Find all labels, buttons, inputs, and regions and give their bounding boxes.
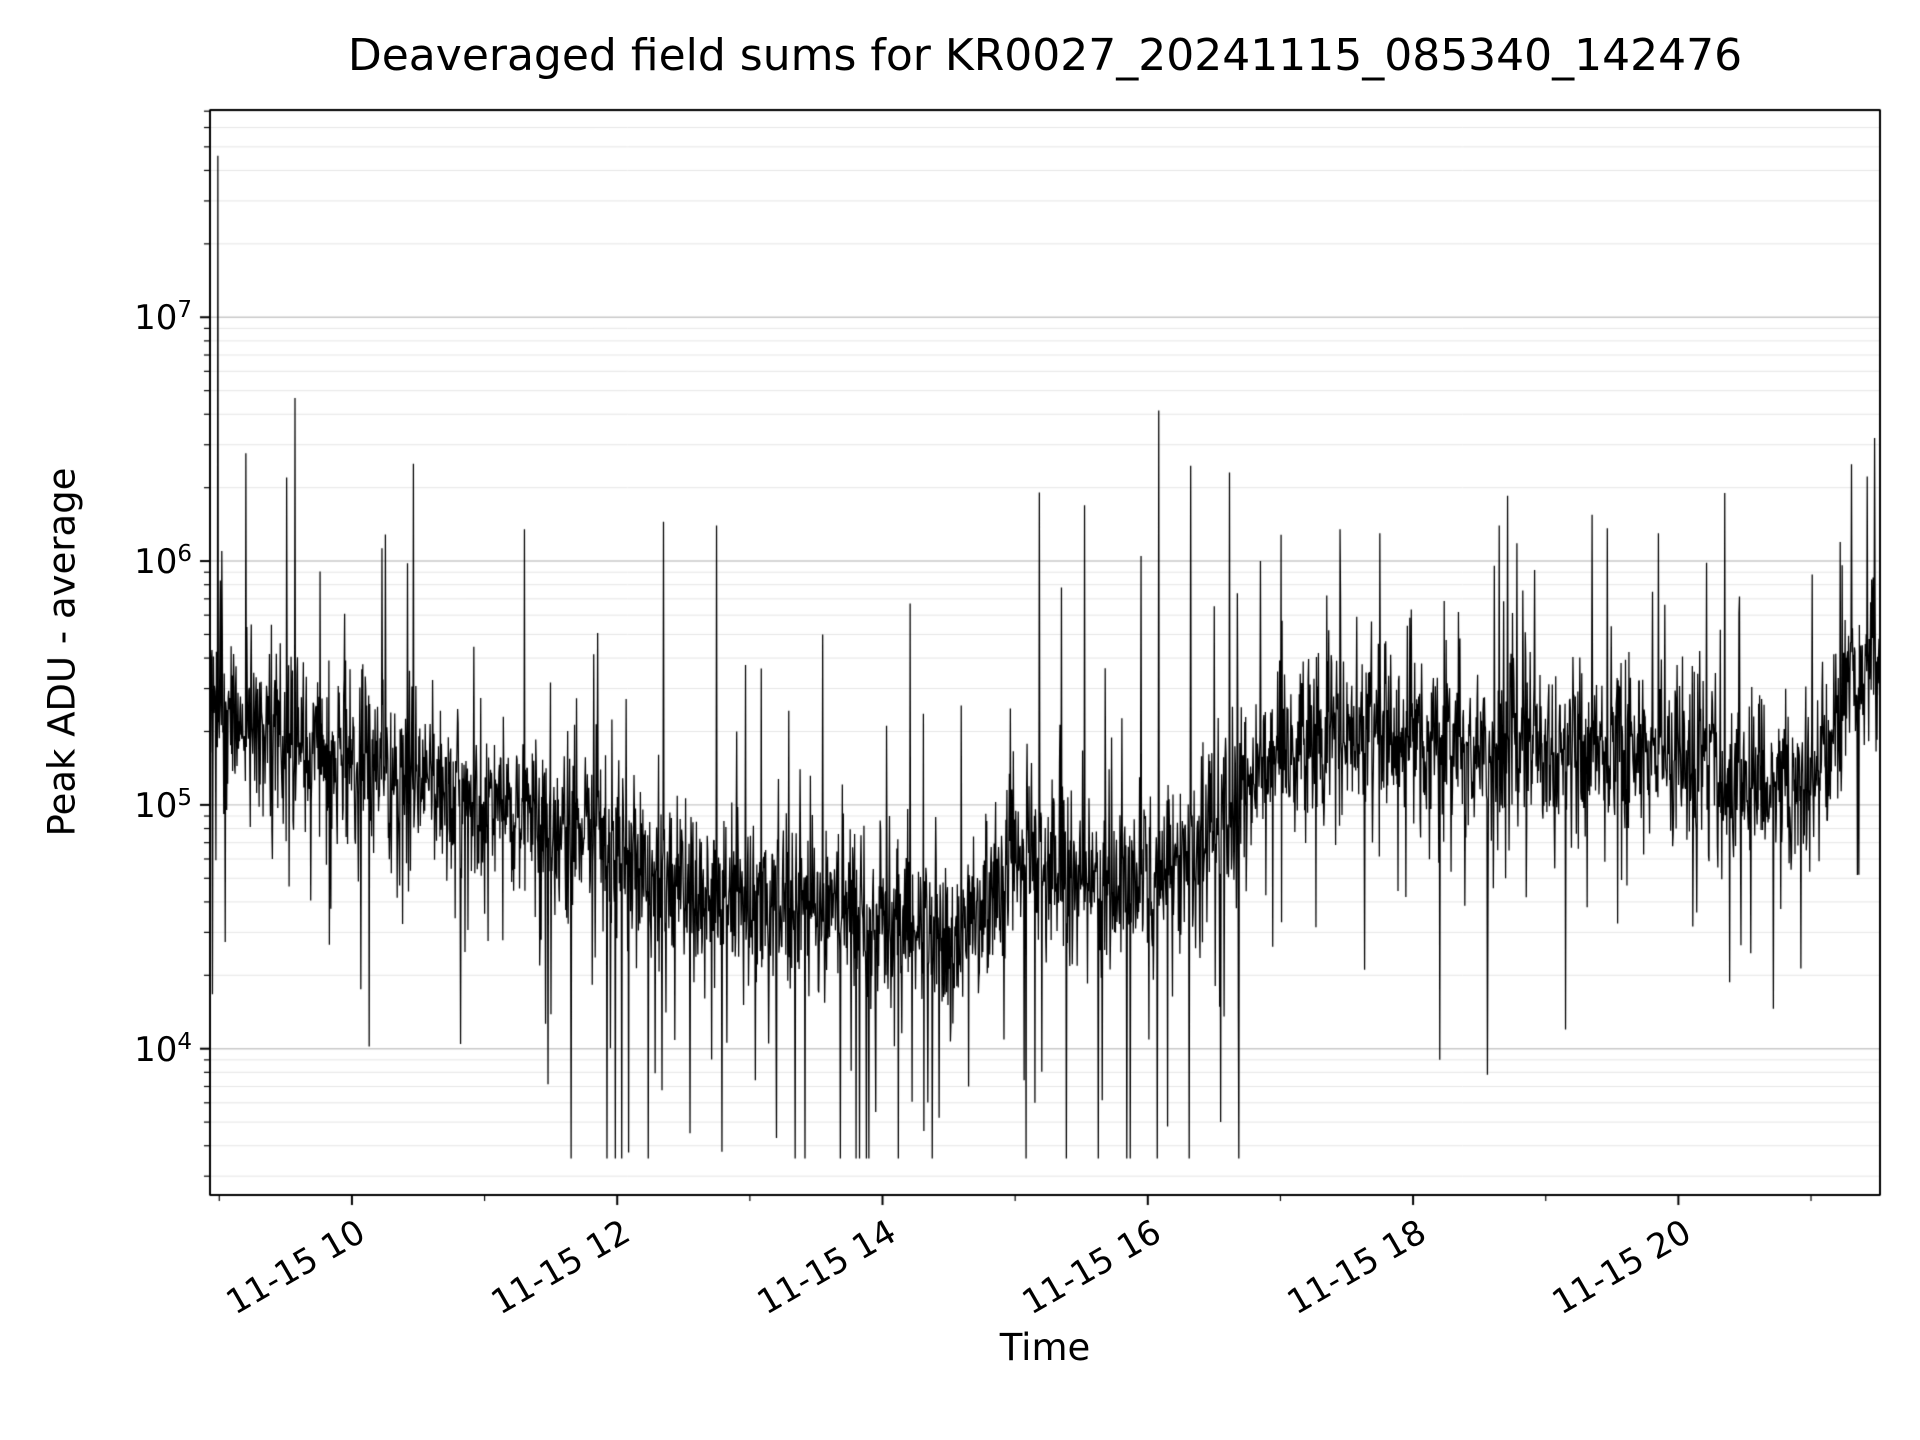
- x-tick-label: 11-15 20: [1545, 1212, 1699, 1324]
- y-tick-label: 107: [134, 297, 192, 339]
- x-tick-label: 11-15 10: [219, 1212, 372, 1324]
- y-axis-label: Peak ADU - average: [40, 467, 84, 837]
- x-tick-label: 11-15 16: [1015, 1212, 1168, 1324]
- chart-title: Deaveraged field sums for KR0027_2024111…: [347, 30, 1743, 81]
- y-tick-label: 105: [134, 784, 192, 827]
- x-axis-label: Time: [999, 1326, 1091, 1369]
- y-tick-label: 104: [134, 1028, 192, 1070]
- y-tick-label: 106: [134, 540, 192, 583]
- x-tick-label: 11-15 14: [750, 1212, 903, 1324]
- x-tick-label: 11-15 18: [1280, 1212, 1434, 1324]
- x-tick-label: 11-15 12: [484, 1212, 638, 1324]
